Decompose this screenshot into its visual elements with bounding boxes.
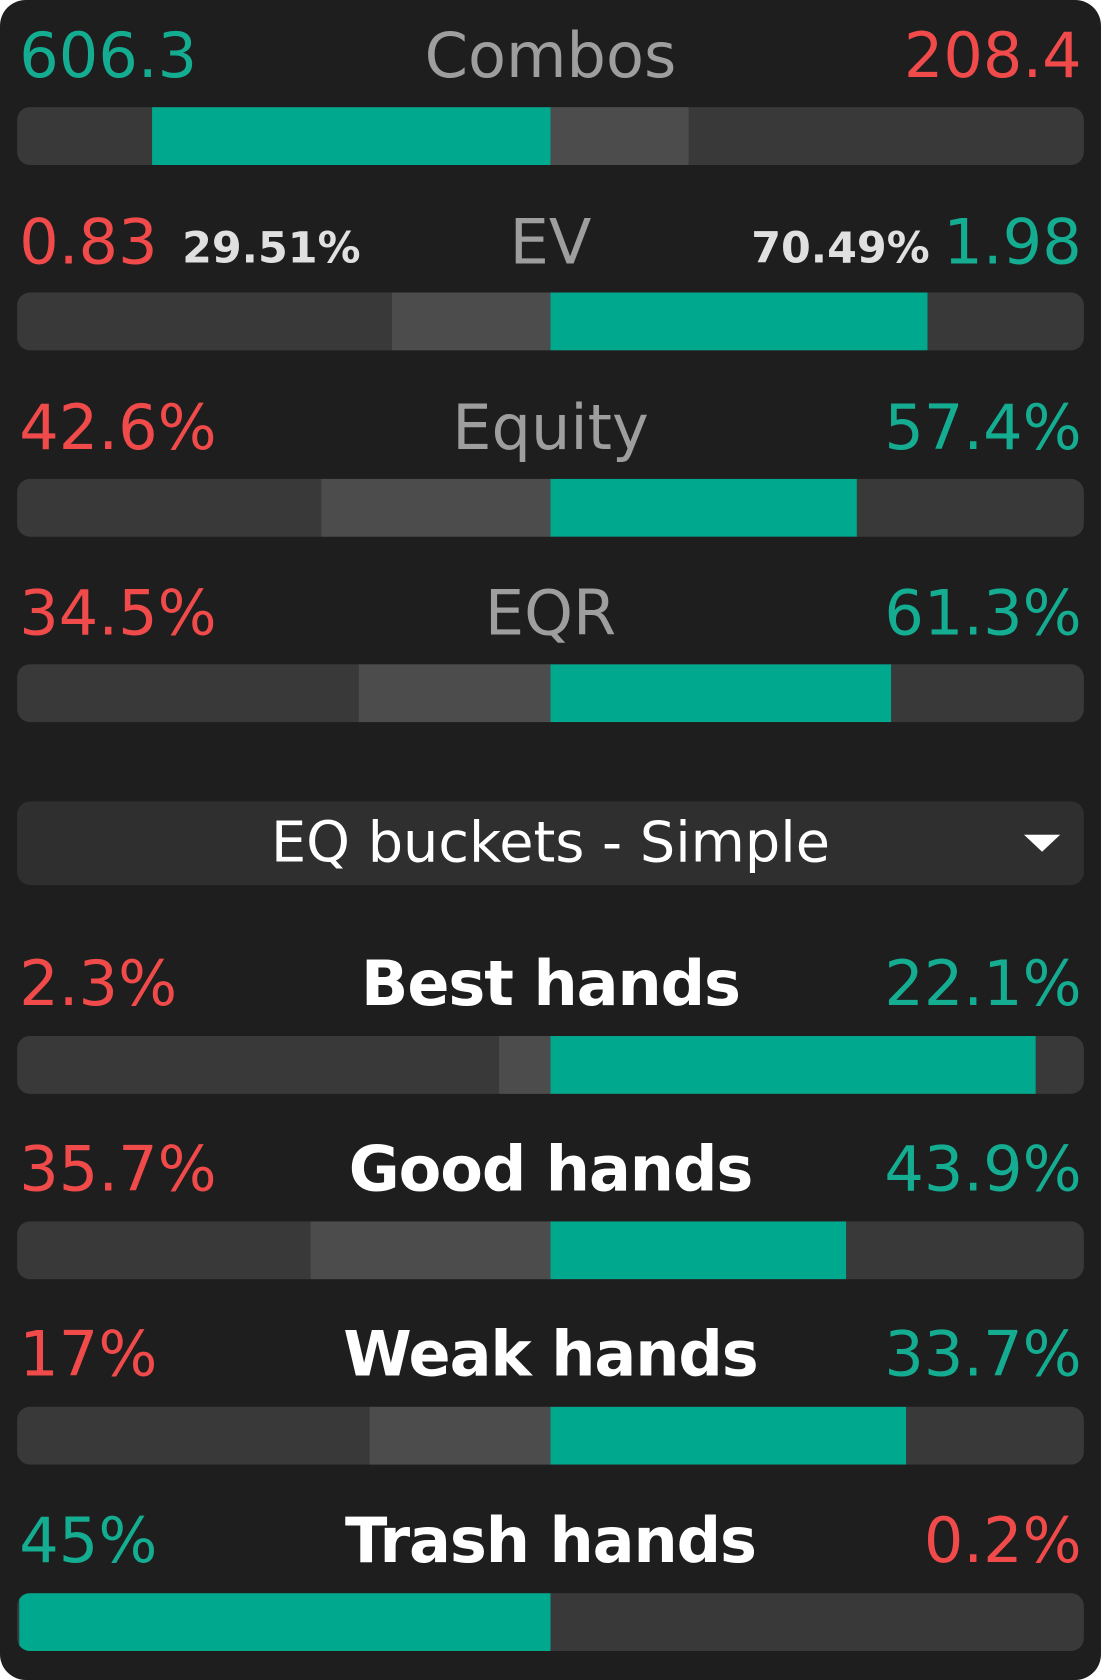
bar-left	[19, 1593, 551, 1652]
bar-left	[369, 1406, 551, 1465]
right-pct: 70.49%	[751, 223, 930, 274]
left-value: 35.7%	[19, 1132, 217, 1206]
right-value: 208.4	[903, 19, 1082, 93]
row-label: Good hands	[348, 1132, 754, 1206]
left-value: 45%	[19, 1504, 158, 1578]
right-value: 43.9%	[884, 1132, 1082, 1206]
bar	[17, 1406, 1084, 1465]
left-value: 606.3	[19, 19, 198, 93]
bar-left	[391, 292, 551, 351]
right-value: 33.7%	[884, 1317, 1082, 1391]
bar	[17, 292, 1084, 351]
bar	[17, 1036, 1084, 1094]
row-label: Weak hands	[343, 1317, 758, 1391]
left-pct: 29.51%	[182, 223, 361, 274]
bar-right	[550, 478, 857, 537]
bar-right	[550, 107, 689, 165]
bar-right	[550, 292, 928, 351]
left-value: 2.3%	[19, 947, 178, 1020]
row-label: Best hands	[361, 947, 741, 1020]
bar	[17, 664, 1084, 723]
row-label: Trash hands	[345, 1504, 757, 1578]
right-value: 57.4%	[884, 391, 1082, 464]
dropdown-arrow	[1023, 834, 1061, 852]
left-value: 0.83	[19, 205, 158, 279]
left-value: 42.6%	[19, 391, 217, 464]
bar-left	[358, 664, 551, 723]
left-value: 17%	[19, 1317, 158, 1391]
left-value: 34.5%	[19, 576, 217, 650]
dropdown[interactable]: EQ buckets - Simple	[17, 801, 1084, 885]
row-label: Combos	[424, 19, 677, 93]
bar	[17, 107, 1084, 165]
right-value: 0.2%	[923, 1504, 1082, 1578]
bar-left	[321, 478, 551, 537]
row-label: Equity	[452, 391, 649, 464]
right-value: 61.3%	[884, 576, 1082, 650]
row-label: EV	[509, 205, 592, 279]
bar-left	[152, 107, 551, 165]
bar-right	[550, 1221, 847, 1280]
dropdown-label: EQ buckets - Simple	[270, 811, 831, 876]
row-label: EQR	[484, 576, 617, 650]
bar	[17, 1221, 1084, 1280]
right-value: 22.1%	[884, 947, 1082, 1020]
bar	[17, 1593, 1084, 1652]
bar-right	[550, 664, 892, 723]
bar-left	[499, 1036, 551, 1094]
bar-left	[310, 1221, 551, 1280]
bar-right	[550, 1406, 907, 1465]
bar	[17, 478, 1084, 537]
bar-right	[550, 1036, 1036, 1094]
right-value: 1.98	[943, 205, 1082, 279]
